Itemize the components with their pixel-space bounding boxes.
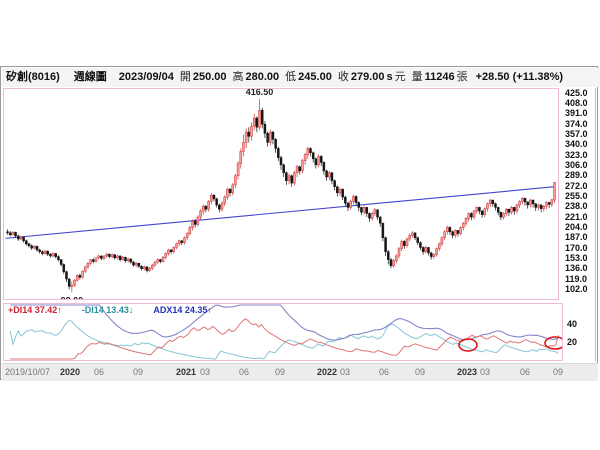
symbol-name: 矽創(8016) bbox=[6, 71, 60, 83]
right-frame-line bbox=[595, 88, 596, 361]
dmi-indicator-panel[interactable]: +DI14 37.42↑ -DI14 13.43↓ ADX14 24.35↑ bbox=[3, 303, 563, 361]
time-axis-label: 06 bbox=[519, 367, 531, 377]
dmi-tick: 20 bbox=[567, 337, 578, 347]
volume-label: 量 bbox=[411, 71, 423, 83]
peak-price-annotation: 416.50 bbox=[246, 89, 274, 97]
price-tick: 357.0 bbox=[565, 129, 588, 140]
price-tick: 272.0 bbox=[565, 180, 588, 191]
change-value: +28.50 (+11.38%) bbox=[475, 71, 564, 83]
crossover-highlight-ellipse bbox=[544, 336, 562, 350]
time-axis-label: 06 bbox=[238, 367, 250, 377]
price-tick: 170.0 bbox=[565, 242, 588, 253]
price-tick: 187.0 bbox=[565, 232, 588, 243]
low-label: 低 bbox=[285, 71, 297, 83]
price-tick: 289.0 bbox=[565, 170, 588, 181]
high-value: 280.00 bbox=[245, 71, 280, 83]
price-tick: 408.0 bbox=[565, 98, 588, 109]
price-tick: 102.0 bbox=[565, 283, 588, 294]
time-axis-year-label: 2021 bbox=[175, 367, 197, 377]
time-axis-year-label: 2020 bbox=[59, 367, 81, 377]
close-value: 279.00 bbox=[350, 71, 385, 83]
price-tick: 374.0 bbox=[565, 118, 588, 129]
price-tick: 255.0 bbox=[565, 191, 588, 202]
time-axis-label: 03 bbox=[199, 367, 211, 377]
price-axis: 425.0 408.0 391.0 374.0 357.0 340.0 323.0 306.0… bbox=[563, 88, 597, 300]
price-tick: 136.0 bbox=[565, 263, 588, 274]
open-value: 250.00 bbox=[192, 71, 227, 83]
price-tick: 323.0 bbox=[565, 149, 588, 160]
price-tick: 221.0 bbox=[565, 211, 588, 222]
crossover-highlight-ellipse bbox=[458, 338, 478, 352]
price-tick: 425.0 bbox=[565, 87, 588, 98]
price-tick: 306.0 bbox=[565, 160, 588, 171]
price-tick: 391.0 bbox=[565, 108, 588, 119]
dmi-legend: +DI14 37.42↑ -DI14 13.43↓ ADX14 24.35↑ bbox=[8, 305, 232, 315]
trendline bbox=[5, 186, 555, 239]
quote-date: 2023/09/04 bbox=[118, 71, 174, 83]
open-label: 開 bbox=[179, 71, 191, 83]
close-flag: s bbox=[386, 71, 393, 83]
dmi-legend-item: -DI14 13.43↓ bbox=[81, 305, 134, 315]
low-value: 245.00 bbox=[298, 71, 332, 83]
time-axis-label: 09 bbox=[414, 367, 426, 377]
dmi-chart-canvas[interactable] bbox=[4, 304, 562, 360]
dmi-legend-item: +DI14 37.42↑ bbox=[8, 305, 62, 315]
volume-value: 11246 bbox=[424, 71, 455, 83]
time-axis-year-label: 2023 bbox=[456, 367, 478, 377]
chart-type-label: 週線圖 bbox=[73, 71, 107, 83]
time-axis-label: 09 bbox=[552, 367, 564, 377]
time-axis-label: 09 bbox=[274, 367, 286, 377]
price-tick: 119.0 bbox=[565, 273, 588, 284]
stock-chart-widget: 矽創(8016) 週線圖 2023/09/04 開 250.00 高 280.00 低 245.… bbox=[0, 66, 600, 381]
price-tick: 238.0 bbox=[565, 201, 588, 212]
candlestick-chart-canvas[interactable]: 416.50 98.00 bbox=[4, 89, 558, 299]
dmi-legend-item: ADX14 24.35↑ bbox=[153, 305, 212, 315]
time-axis-label: 03 bbox=[339, 367, 351, 377]
dmi-axis: 40 20 bbox=[567, 303, 597, 361]
mdi-line bbox=[9, 319, 559, 360]
time-axis: 2019/10/07 2020 06 09 2021 03 06 09 2022 03 06 09 20… bbox=[2, 363, 598, 381]
time-axis-label: 06 bbox=[93, 367, 105, 377]
candlestick-chart-panel[interactable]: 416.50 98.00 bbox=[3, 88, 559, 300]
price-tick: 153.0 bbox=[565, 253, 588, 264]
price-tick: 340.0 bbox=[565, 139, 588, 150]
time-axis-label: 2019/10/07 bbox=[5, 367, 51, 377]
time-axis-year-label: 2022 bbox=[316, 367, 338, 377]
price-tick: 204.0 bbox=[565, 222, 588, 233]
close-unit: 元 bbox=[394, 71, 406, 83]
time-axis-label: 03 bbox=[479, 367, 491, 377]
low-price-annotation: 98.00 bbox=[61, 295, 84, 299]
time-axis-label: 09 bbox=[132, 367, 144, 377]
quote-header: 矽創(8016) 週線圖 2023/09/04 開 250.00 高 280.00 低 245.… bbox=[2, 68, 600, 87]
high-label: 高 bbox=[232, 71, 244, 83]
close-label: 收 bbox=[337, 71, 349, 83]
dmi-tick: 40 bbox=[567, 319, 578, 329]
volume-unit: 張 bbox=[456, 71, 468, 83]
time-axis-label: 06 bbox=[378, 367, 390, 377]
